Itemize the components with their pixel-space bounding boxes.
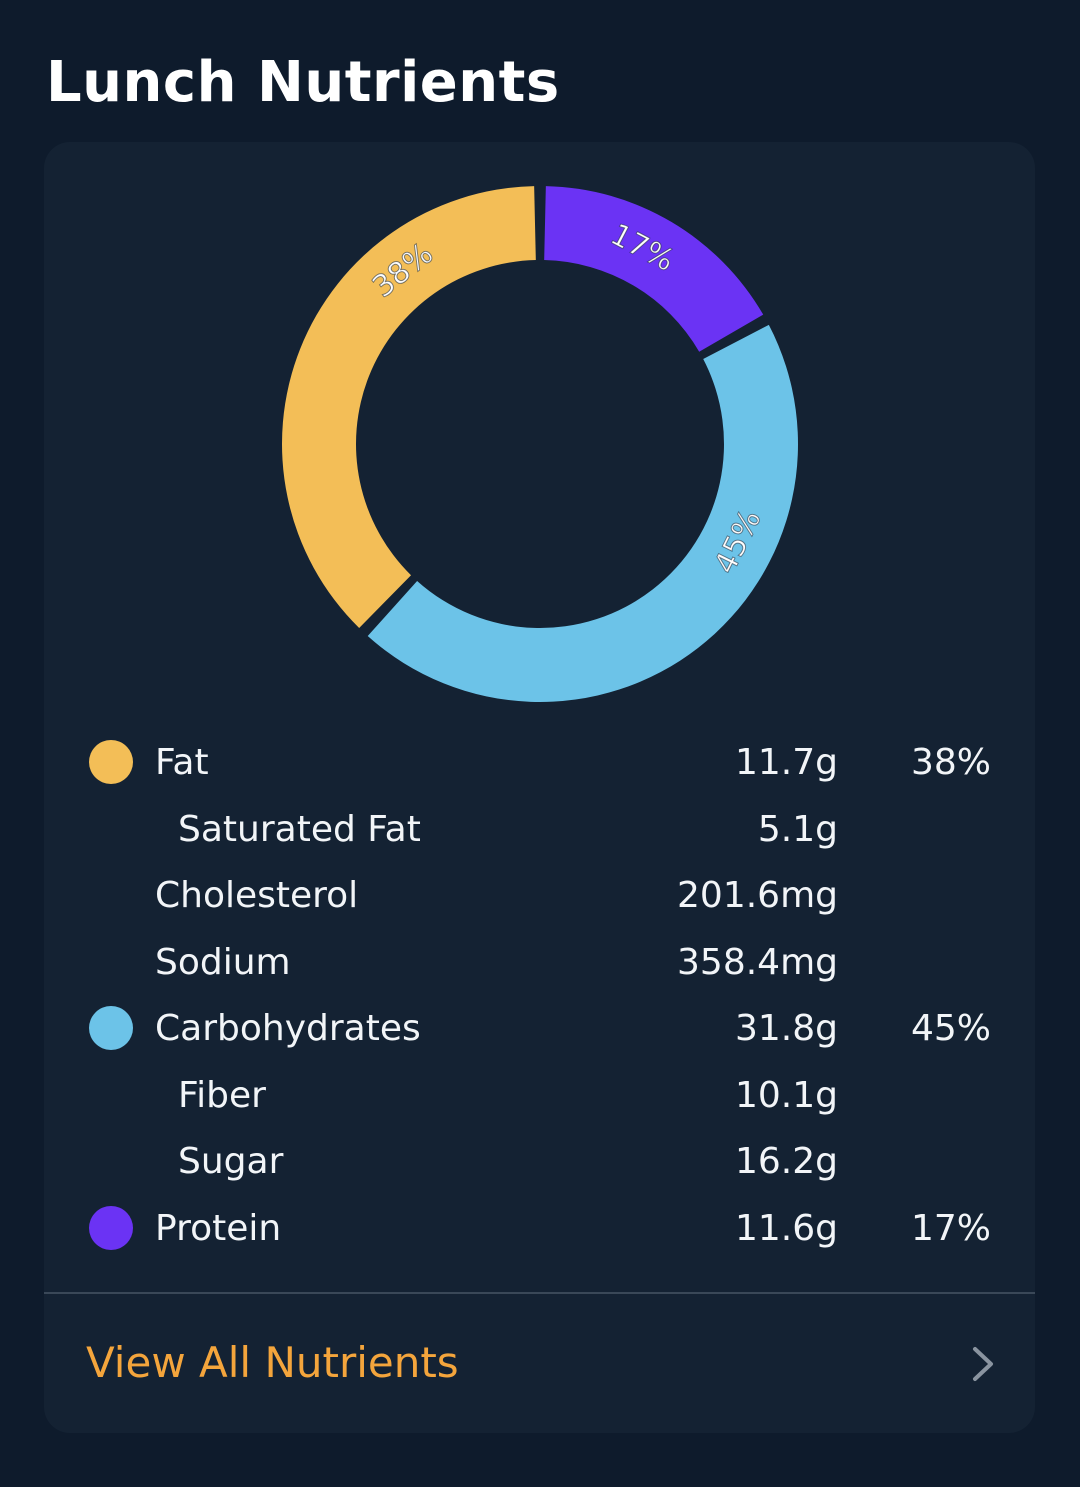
nutrient-percent: 38% [910, 742, 991, 783]
nutrient-label: Carbohydrates [155, 1008, 421, 1049]
nutrient-amount: 358.4mg [677, 941, 838, 983]
nutrient-amount: 11.6g [734, 1207, 838, 1249]
nutrient-label: Fiber [178, 1074, 266, 1116]
nutrient-percent: 45% [910, 1008, 991, 1049]
legend-dot [89, 1006, 133, 1050]
nutrients-card: 17% 45% 38% Fat 11.7g 38% Saturated Fat 5.1g Ch… [44, 142, 1035, 1433]
view-all-nutrients-label: View All Nutrients [86, 1338, 459, 1387]
divider [44, 1292, 1035, 1294]
nutrient-row: Sugar 16.2g [44, 1129, 1035, 1195]
nutrient-label: Sugar [178, 1141, 284, 1182]
nutrient-amount: 201.6mg [677, 875, 838, 916]
legend-dot [89, 740, 133, 784]
nutrient-row: Fiber 10.1g [44, 1063, 1035, 1129]
legend-dot [89, 1205, 133, 1250]
nutrient-amount: 10.1g [734, 1074, 838, 1116]
nutrient-label: Protein [155, 1207, 282, 1249]
donut-slice-carbohydrates [367, 324, 799, 703]
donut-chart: 17%45%38% [282, 186, 799, 703]
nutrient-label: Cholesterol [155, 875, 359, 916]
nutrient-amount: 5.1g [757, 808, 838, 850]
nutrient-row: Protein 11.6g 17% [44, 1196, 1035, 1262]
nutrient-percent: 17% [910, 1207, 991, 1249]
nutrient-row: Carbohydrates 31.8g 45% [44, 996, 1035, 1062]
nutrient-row: Sodium 358.4mg [44, 930, 1035, 996]
nutrient-row: Saturated Fat 5.1g [44, 797, 1035, 863]
view-all-nutrients-link[interactable]: View All Nutrients [44, 1294, 1035, 1433]
donut-slice-protein [544, 186, 764, 352]
nutrient-amount: 16.2g [734, 1141, 838, 1182]
nutrient-label: Sodium [155, 941, 291, 983]
nutrient-row: Cholesterol 201.6mg [44, 863, 1035, 929]
donut-slice-fat [282, 186, 536, 629]
nutrient-label: Saturated Fat [178, 808, 421, 850]
page-title: Lunch Nutrients [46, 50, 560, 115]
nutrient-amount: 31.8g [734, 1008, 838, 1049]
nutrient-label: Fat [155, 742, 209, 783]
chevron-right-icon [973, 1347, 993, 1381]
nutrient-amount: 11.7g [734, 742, 838, 783]
nutrient-row: Fat 11.7g 38% [44, 730, 1035, 796]
